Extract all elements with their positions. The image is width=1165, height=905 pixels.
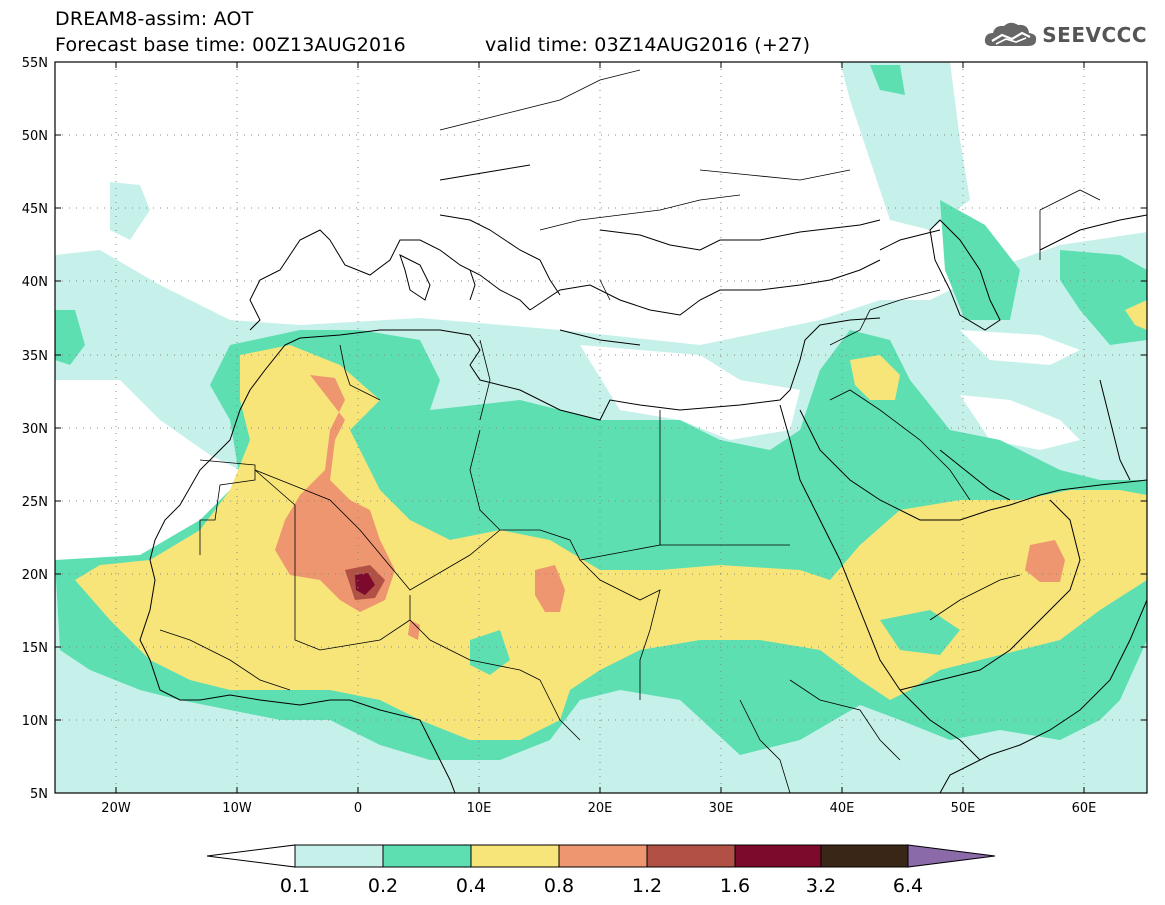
colorbar-swatch [294,844,384,868]
lat-label: 5N [30,787,48,802]
lat-label: 20N [22,568,48,583]
country-borders [159,69,1101,793]
lon-label: 30E [709,801,734,816]
lon-axis: 20W 10W 0 10E 20E 30E 40E 50E 60E [101,62,1096,816]
lat-label: 10N [22,714,48,729]
lon-label: 60E [1072,801,1097,816]
colorbar-swatch [646,844,736,868]
colorbar-label: 3.2 [806,875,836,897]
lon-label: 50E [951,801,976,816]
lat-label: 50N [22,129,48,144]
colorbar-high-arrow [907,844,996,868]
colorbar-label: 1.6 [720,875,750,897]
aot-green-patch [470,610,1040,678]
logo-text: SEEVCCC [1042,23,1147,47]
lat-label: 40N [22,275,48,290]
graticule [55,62,1147,793]
map-area [55,62,1147,793]
colorbar-swatch [734,844,822,868]
coastlines [139,164,1147,793]
colorbar-swatch [820,844,909,868]
colorbar-label: 1.2 [632,875,662,897]
lat-label: 25N [22,495,48,510]
colorbar-swatch [382,844,472,868]
lon-label: 10E [467,801,492,816]
model-title: DREAM8-assim: AOT [55,8,254,30]
aot-contour-1-6 [355,573,375,595]
colorbar-label: 0.8 [544,875,574,897]
lon-label: 40E [830,801,855,816]
colorbar: 0.1 0.2 0.4 0.8 1.2 1.6 3.2 6.4 [206,844,996,897]
logo: SEEVCCC [982,20,1147,50]
cloud-logo-icon [985,22,1037,46]
lat-axis: 55N 50N 45N 40N 35N 30N 25N 20N 15N 10N … [22,56,1147,802]
lon-label: 20E [588,801,613,816]
valid-time: valid time: 03Z14AUG2016 (+27) [485,34,811,56]
lat-label: 55N [22,56,48,71]
colorbar-label: 0.1 [280,875,310,897]
lon-label: 10W [222,801,252,816]
base-time: Forecast base time: 00Z13AUG2016 [55,34,406,56]
lon-label: 20W [101,801,131,816]
colorbar-label: 0.4 [456,875,486,897]
colorbar-swatch [470,844,560,868]
aot-contour-0-4 [75,300,1147,740]
colorbar-label: 0.2 [368,875,398,897]
lat-label: 45N [22,202,48,217]
aot-contour-0-8 [275,375,1065,640]
aot-clear-areas [55,330,1080,565]
time-line: Forecast base time: 00Z13AUG2016 valid ti… [55,34,810,56]
lat-label: 30N [22,422,48,437]
colorbar-low-arrow [206,844,296,868]
colorbar-swatch [558,844,648,868]
lat-label: 15N [22,641,48,656]
lon-label: 0 [354,801,362,816]
colorbar-label: 6.4 [893,875,923,897]
lat-label: 35N [22,349,48,364]
